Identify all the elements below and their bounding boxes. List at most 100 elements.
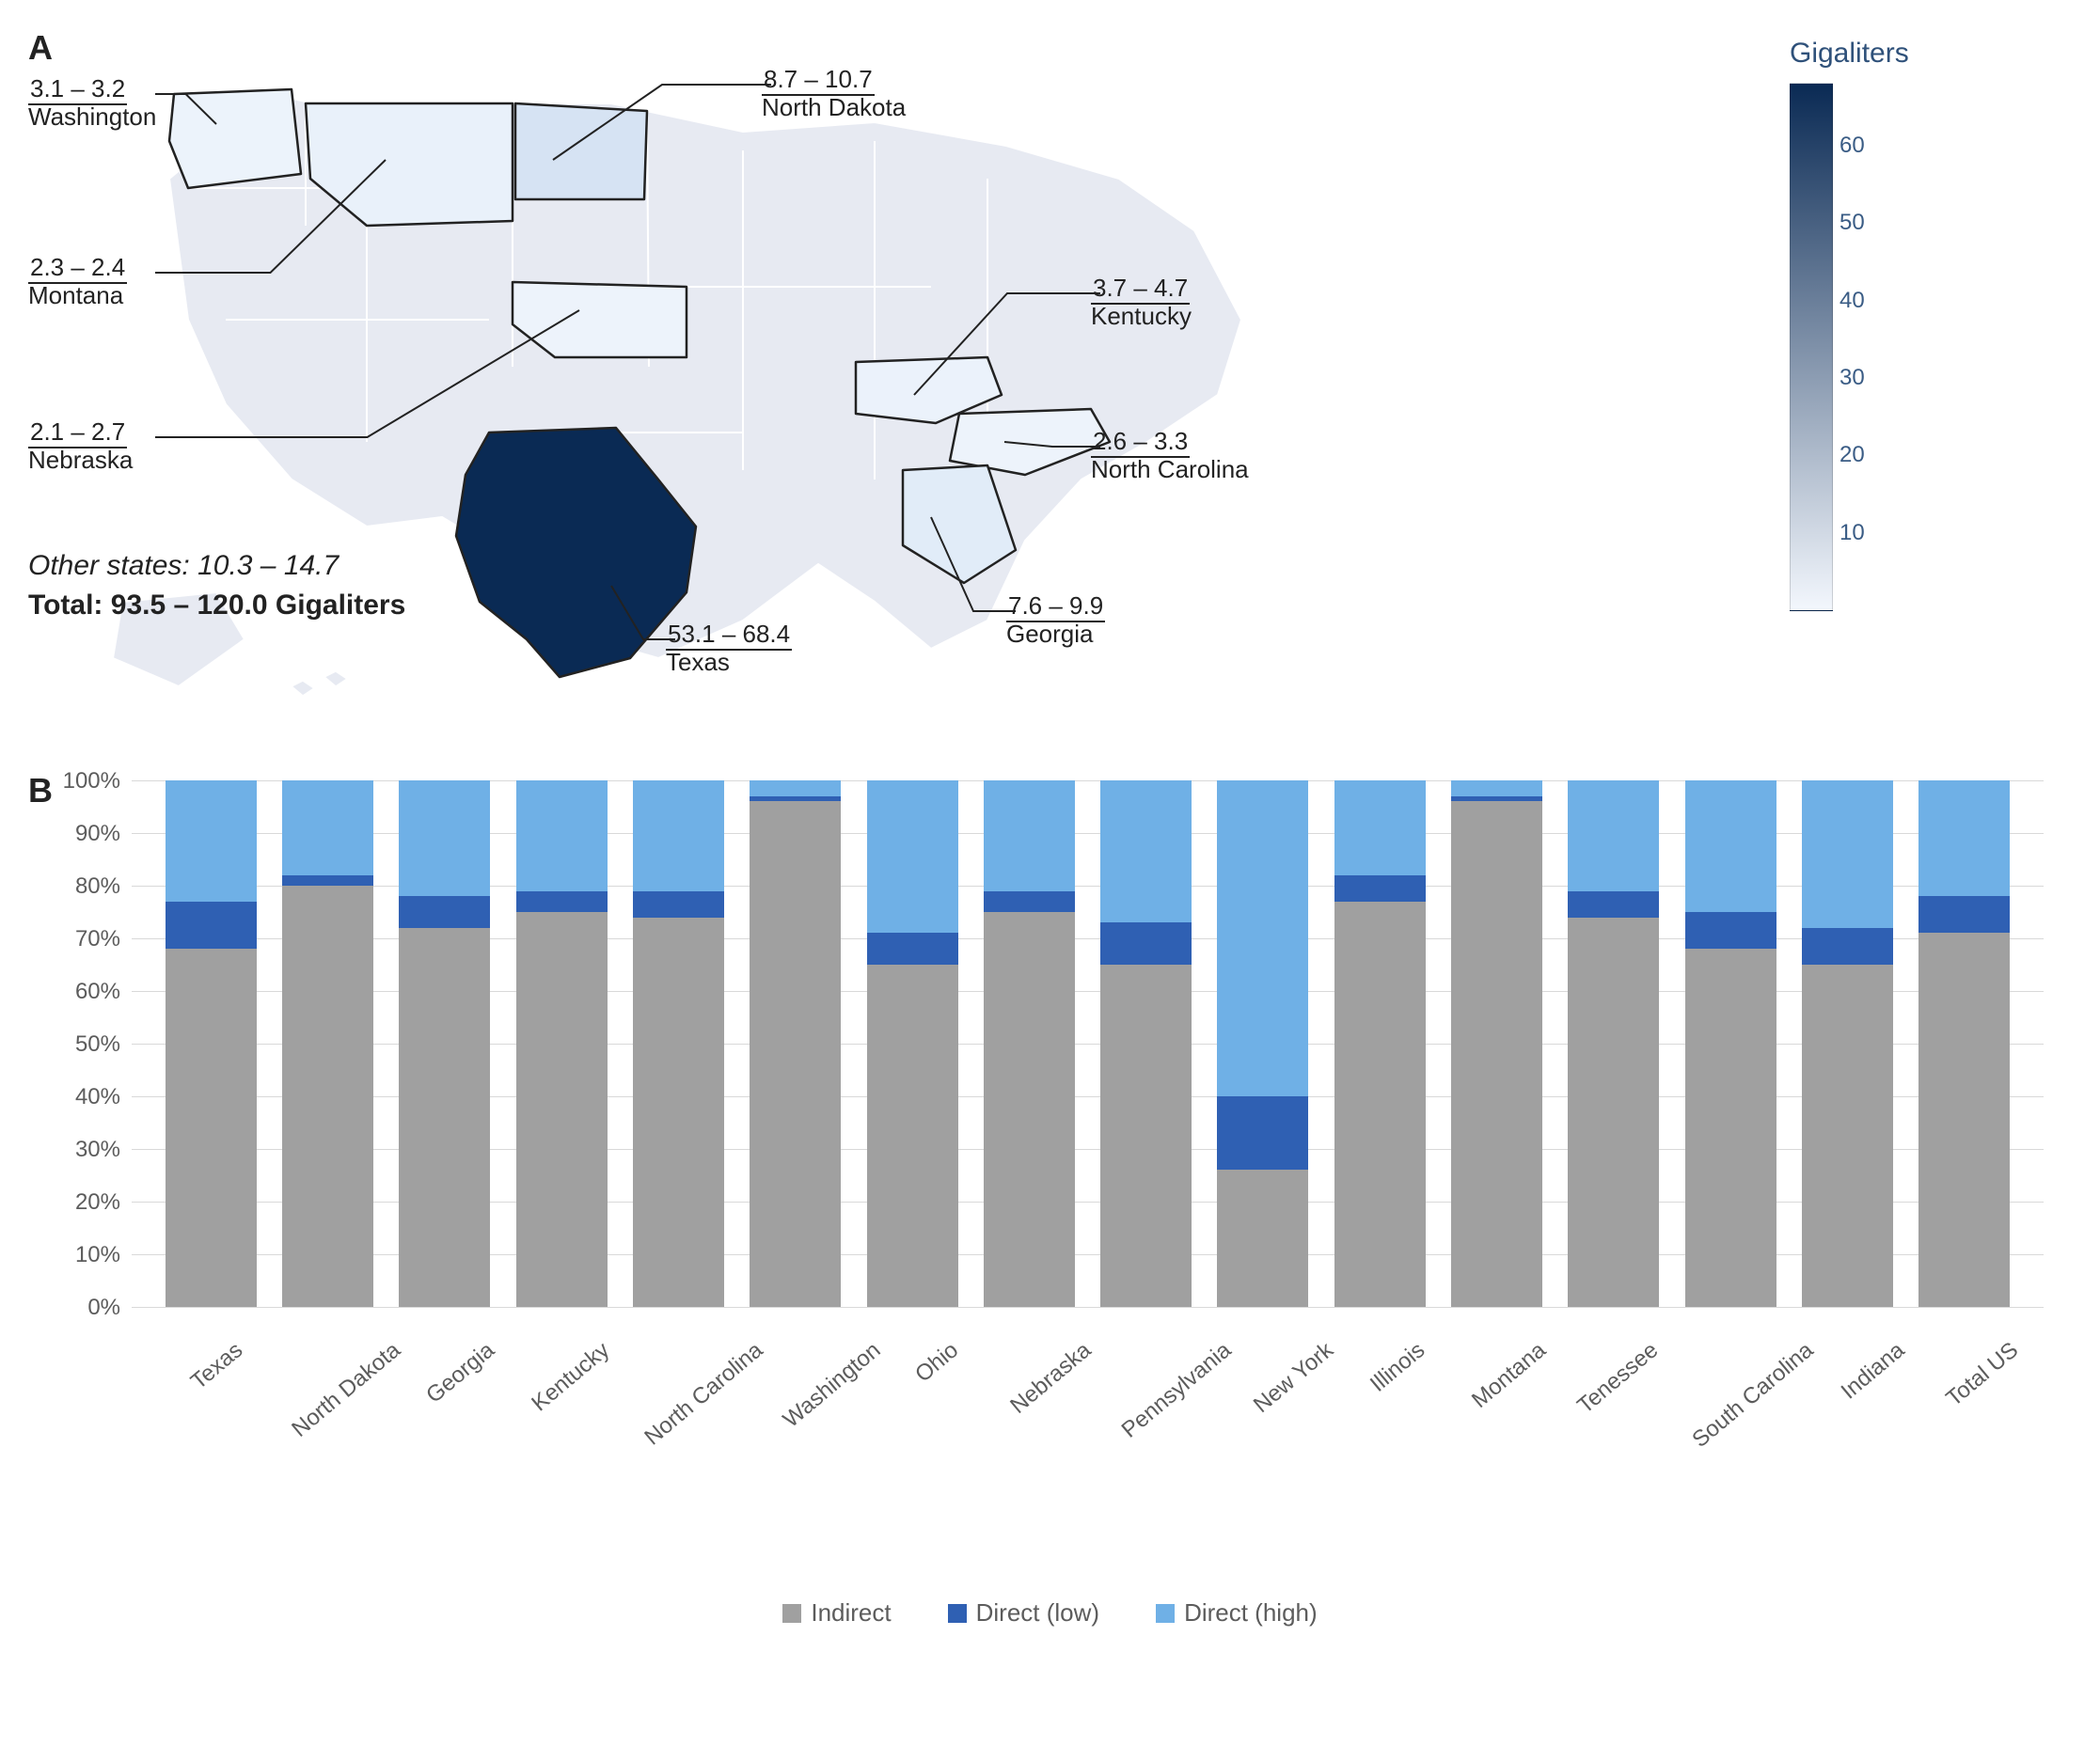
seg-direct_high bbox=[1568, 780, 1659, 891]
y-tick-label: 60% bbox=[75, 979, 132, 1005]
bar-stack bbox=[867, 780, 958, 1307]
bar-georgia bbox=[387, 780, 503, 1307]
callout-nebraska: 2.1 – 2.7Nebraska bbox=[28, 418, 133, 475]
x-label: New York bbox=[1224, 1316, 1333, 1343]
legend-swatch bbox=[1156, 1604, 1175, 1623]
bar-new-york bbox=[1205, 780, 1321, 1307]
bar-pennsylvania bbox=[1088, 780, 1205, 1307]
bar-tenessee bbox=[1555, 780, 1672, 1307]
seg-direct_high bbox=[1334, 780, 1426, 875]
bar-north-carolina bbox=[620, 780, 736, 1307]
seg-indirect bbox=[399, 928, 490, 1307]
callout-name: Montana bbox=[28, 282, 127, 310]
bar-stack bbox=[399, 780, 490, 1307]
seg-indirect bbox=[1334, 902, 1426, 1307]
seg-direct_high bbox=[1802, 780, 1893, 928]
callout-name: Kentucky bbox=[1091, 303, 1192, 331]
seg-direct_high bbox=[984, 780, 1075, 891]
legend-swatch bbox=[782, 1604, 801, 1623]
bar-illinois bbox=[1321, 780, 1438, 1307]
seg-direct_low bbox=[399, 896, 490, 928]
seg-indirect bbox=[166, 949, 257, 1307]
seg-direct_low bbox=[1568, 891, 1659, 918]
colorbar-tick: 20 bbox=[1839, 442, 1865, 468]
x-label: Pennsylvania bbox=[1090, 1316, 1224, 1343]
y-tick-label: 70% bbox=[75, 926, 132, 952]
panel-a: A 3.1 – 3.2Washington 2.3 – 2.4Montana 2.1… bbox=[28, 28, 2072, 752]
seg-direct_low bbox=[1334, 875, 1426, 902]
figure: A 3.1 – 3.2Washington2.3 – 2.4Montana2.1… bbox=[28, 28, 2072, 1628]
seg-indirect bbox=[750, 801, 841, 1307]
x-label: Georgia bbox=[393, 1316, 501, 1343]
bar-stack bbox=[282, 780, 373, 1307]
bar-stack bbox=[1100, 780, 1192, 1307]
bar-north-dakota bbox=[269, 780, 386, 1307]
callout-georgia: 7.6 – 9.9Georgia bbox=[1006, 592, 1105, 649]
bar-nebraska bbox=[971, 780, 1087, 1307]
bar-indiana bbox=[1789, 780, 1905, 1307]
x-label: Montana bbox=[1441, 1316, 1549, 1343]
colorbar-gradient: 102030405060 bbox=[1790, 83, 1833, 611]
seg-indirect bbox=[1451, 801, 1542, 1307]
y-tick-label: 10% bbox=[75, 1242, 132, 1268]
seg-direct_high bbox=[1100, 780, 1192, 922]
colorbar-tick: 30 bbox=[1839, 365, 1865, 391]
callout-name: Texas bbox=[666, 649, 792, 677]
seg-direct_low bbox=[1100, 922, 1192, 965]
seg-indirect bbox=[282, 886, 373, 1307]
bar-stack bbox=[1802, 780, 1893, 1307]
callout-washington: 3.1 – 3.2Washington bbox=[28, 75, 156, 132]
seg-direct_low bbox=[1802, 928, 1893, 965]
y-tick-label: 100% bbox=[63, 768, 132, 794]
seg-direct_high bbox=[1918, 780, 2010, 896]
panel-a-label: A bbox=[28, 28, 53, 68]
legend-item-direct_low: Direct (low) bbox=[948, 1598, 1099, 1628]
seg-indirect bbox=[1918, 933, 2010, 1307]
x-label: Illinois bbox=[1333, 1316, 1441, 1343]
callout-range: 2.3 – 2.4 bbox=[28, 253, 127, 284]
total-text: Total: 93.5 – 120.0 Gigaliters bbox=[28, 590, 405, 621]
seg-direct_low bbox=[282, 875, 373, 886]
callout-range: 2.6 – 3.3 bbox=[1091, 427, 1190, 458]
bar-stack bbox=[633, 780, 724, 1307]
callout-range: 53.1 – 68.4 bbox=[666, 620, 792, 651]
legend: IndirectDirect (low)Direct (high) bbox=[28, 1598, 2072, 1628]
seg-direct_high bbox=[1451, 780, 1542, 796]
seg-direct_high bbox=[399, 780, 490, 896]
seg-direct_low bbox=[516, 891, 608, 912]
y-tick-label: 30% bbox=[75, 1137, 132, 1163]
bar-stack bbox=[984, 780, 1075, 1307]
seg-direct_high bbox=[750, 780, 841, 796]
seg-direct_low bbox=[166, 902, 257, 949]
bar-montana bbox=[1438, 780, 1555, 1307]
seg-indirect bbox=[1685, 949, 1776, 1307]
callout-name: North Dakota bbox=[762, 94, 906, 122]
colorbar: Gigaliters 102030405060 bbox=[1790, 38, 1959, 639]
callout-name: Washington bbox=[28, 103, 156, 132]
seg-direct_low bbox=[1217, 1096, 1308, 1170]
callout-north-carolina: 2.6 – 3.3North Carolina bbox=[1091, 428, 1249, 484]
panel-b: B 0%10%20%30%40%50%60%70%80%90%100% Texa… bbox=[28, 771, 2072, 1628]
other-states-text: Other states: 10.3 – 14.7 bbox=[28, 550, 405, 582]
bar-stack bbox=[516, 780, 608, 1307]
bar-stack bbox=[1918, 780, 2010, 1307]
seg-direct_high bbox=[633, 780, 724, 891]
colorbar-tick: 40 bbox=[1839, 288, 1865, 314]
y-tick-label: 80% bbox=[75, 873, 132, 900]
seg-indirect bbox=[633, 918, 724, 1307]
bars bbox=[132, 780, 2044, 1307]
seg-direct_low bbox=[1918, 896, 2010, 933]
legend-swatch bbox=[948, 1604, 967, 1623]
colorbar-title: Gigaliters bbox=[1790, 38, 1959, 70]
y-tick-label: 50% bbox=[75, 1031, 132, 1058]
callout-texas: 53.1 – 68.4Texas bbox=[666, 621, 792, 677]
seg-direct_high bbox=[516, 780, 608, 891]
x-label: Tenessee bbox=[1549, 1316, 1657, 1343]
callout-north-dakota: 8.7 – 10.7North Dakota bbox=[762, 66, 906, 122]
callout-kentucky: 3.7 – 4.7Kentucky bbox=[1091, 275, 1192, 331]
colorbar-tick: 60 bbox=[1839, 133, 1865, 159]
bar-stack bbox=[1451, 780, 1542, 1307]
seg-indirect bbox=[1217, 1170, 1308, 1307]
seg-direct_high bbox=[166, 780, 257, 902]
bar-stack bbox=[166, 780, 257, 1307]
